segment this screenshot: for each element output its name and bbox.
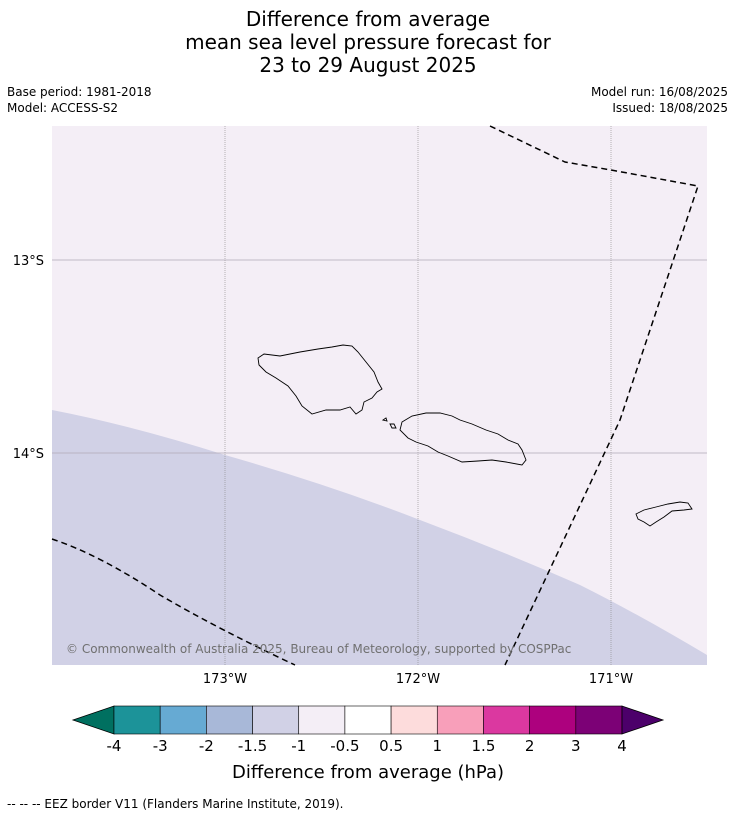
- map-title: Difference from average mean sea level p…: [0, 8, 736, 77]
- colorbar-swatch: [159, 705, 207, 735]
- colorbar-tick-label: -1.5: [238, 737, 267, 755]
- colorbar-swatch: [483, 705, 530, 735]
- eez-border-north: [489, 125, 699, 666]
- colorbar-swatch: [113, 705, 161, 735]
- colorbar-tick-label: -2: [199, 737, 214, 755]
- colorbar-tick-label: 3: [571, 737, 581, 755]
- colorbar-tick-label: -3: [153, 737, 168, 755]
- island-apolima-manono: [381, 417, 397, 429]
- colorbar-extend-high: [621, 705, 665, 735]
- colorbar-title: Difference from average (hPa): [231, 762, 505, 783]
- copyright-note: © Commonwealth of Australia 2025, Bureau…: [66, 642, 571, 656]
- lat-label-14s: 14°S: [13, 447, 44, 462]
- lon-label-171w: 171°W: [589, 672, 633, 687]
- parallels: [52, 259, 707, 454]
- island-tutuila: [635, 501, 693, 527]
- colorbar-swatch: [252, 705, 300, 735]
- colorbar-swatch: [529, 705, 577, 735]
- colorbar-swatch: [344, 705, 392, 735]
- colorbar-ticks: -4 -3 -2 -1.5 -1 -0.5 0.5 1 1.5 2 3 4: [107, 737, 627, 755]
- eez-legend: -- -- -- EEZ border V11 (Flanders Marine…: [7, 797, 344, 811]
- map-area-lower: [52, 410, 707, 665]
- model-run: Model run: 16/08/2025: [590, 85, 728, 99]
- map: © Commonwealth of Australia 2025, Bureau…: [13, 125, 707, 687]
- title-line-3: 23 to 29 August 2025: [259, 53, 477, 77]
- colorbar-tick-label: 4: [617, 737, 627, 755]
- colorbar-swatch: [206, 705, 253, 735]
- issued-date: Issued: 18/08/2025: [612, 101, 728, 115]
- colorbar-tick-label: 2: [525, 737, 535, 755]
- lon-label-172w: 172°W: [396, 672, 440, 687]
- eez-border-southwest: [51, 538, 296, 666]
- colorbar-extend-low: [71, 705, 115, 735]
- colorbar-tick-label: 0.5: [379, 737, 403, 755]
- island-savaii: [257, 344, 383, 415]
- colorbar-swatch: [390, 705, 438, 735]
- colorbar-tick-label: 1: [432, 737, 442, 755]
- colorbar-swatch: [575, 705, 623, 735]
- base-period: Base period: 1981-2018: [7, 85, 152, 99]
- colorbar: -4 -3 -2 -1.5 -1 -0.5 0.5 1 1.5 2 3 4: [71, 705, 665, 755]
- islands: [257, 344, 693, 527]
- colorbar-tick-label: -4: [107, 737, 122, 755]
- title-line-1: Difference from average: [245, 7, 491, 31]
- colorbar-tick-label: 1.5: [472, 737, 496, 755]
- colorbar-swatches: [71, 705, 665, 735]
- colorbar-tick-label: -1: [291, 737, 306, 755]
- lat-label-13s: 13°S: [13, 254, 44, 269]
- island-upolu: [399, 412, 527, 466]
- colorbar-swatch: [436, 705, 484, 735]
- meta-right: Model run: 16/08/2025 Issued: 18/08/2025: [591, 84, 728, 116]
- lon-label-173w: 173°W: [203, 672, 247, 687]
- meta-left: Base period: 1981-2018 Model: ACCESS-S2: [7, 84, 152, 116]
- model-name: Model: ACCESS-S2: [7, 101, 119, 115]
- eez-borders: [51, 125, 699, 666]
- colorbar-swatch: [298, 705, 346, 735]
- colorbar-tick-label: -0.5: [330, 737, 359, 755]
- title-line-2: mean sea level pressure forecast for: [185, 30, 551, 54]
